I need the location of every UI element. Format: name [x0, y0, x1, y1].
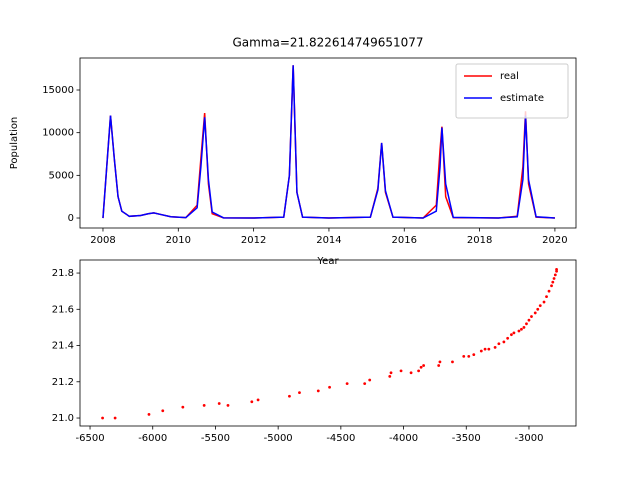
scatter-point	[399, 369, 403, 373]
scatter-point	[368, 378, 372, 382]
scatter-point	[345, 382, 349, 385]
scatter-point	[525, 322, 528, 326]
y-axis-label: Population	[9, 117, 20, 170]
x-tick-label: -3500	[452, 433, 481, 444]
y-tick-label: 21.6	[52, 304, 74, 315]
y-tick-label: 0	[68, 213, 74, 224]
y-tick-label: 21.2	[52, 377, 74, 388]
legend-label: estimate	[500, 93, 544, 104]
x-tick-label: -4500	[326, 433, 355, 444]
scatter-point	[483, 347, 487, 351]
x-tick-label: -3000	[514, 433, 543, 444]
subplot: 2008 2010 2012 2014 2016 2018 2020 0 5000 10000 15…	[9, 36, 577, 267]
scatter-point	[522, 326, 526, 329]
line-series	[102, 65, 555, 219]
x-tick-label: -5000	[264, 433, 293, 444]
scatter-point	[101, 416, 104, 420]
x-tick-label: 2014	[316, 235, 341, 246]
x-tick-label: 2010	[166, 235, 191, 246]
scatter-point	[479, 349, 483, 353]
scatter-point	[161, 409, 165, 413]
scatter-point	[472, 353, 476, 356]
y-tick-label: 5000	[49, 170, 74, 181]
scatter-point	[552, 277, 556, 280]
scatter-point	[422, 364, 426, 367]
scatter-point	[512, 331, 516, 335]
x-tick-label: -4000	[389, 433, 418, 444]
scatter-point	[250, 400, 254, 404]
scatter-point	[451, 360, 454, 364]
scatter-point	[181, 405, 185, 409]
scatter-point	[113, 416, 117, 420]
chart-title: Gamma=21.822614749651077	[232, 36, 423, 50]
scatter-point	[417, 369, 421, 373]
x-tick-label: 2008	[90, 235, 115, 246]
y-tick-label: 21.0	[52, 413, 74, 424]
x-tick-label: -5500	[201, 433, 230, 444]
scatter-point	[517, 329, 521, 333]
scatter-point	[363, 382, 367, 385]
scatter-point	[147, 413, 151, 416]
subplot: -6500 -6000 -5500 -5000 -4500 -4000 -3500 -3000…	[52, 259, 577, 444]
scatter-point	[298, 391, 301, 395]
y-tick-label: 21.4	[52, 341, 74, 352]
scatter-point	[533, 311, 537, 315]
scatter-point	[328, 385, 331, 389]
scatter-point	[288, 394, 291, 398]
scatter-point	[527, 318, 531, 322]
x-axis-label: Year	[316, 256, 339, 267]
x-tick-label: 2018	[467, 235, 492, 246]
axes-frame	[79, 57, 577, 229]
legend: real estimate	[455, 63, 569, 119]
scatter-point	[438, 360, 442, 364]
scatter-point	[202, 403, 206, 407]
x-tick-label: 2012	[241, 235, 266, 246]
scatter-point	[217, 402, 221, 405]
x-tick-label: -6500	[76, 433, 105, 444]
scatter-point	[437, 364, 441, 367]
y-tick-label: 15000	[42, 85, 74, 96]
scatter-point	[530, 315, 533, 318]
scatter-point	[547, 289, 551, 293]
scatter-point	[389, 371, 393, 375]
scatter-point	[520, 327, 523, 331]
scatter-point	[506, 336, 510, 340]
scatter-point	[419, 365, 423, 369]
y-tick-label: 21.8	[52, 268, 74, 279]
scatter-point	[553, 273, 557, 277]
scatter-point	[510, 333, 513, 337]
scatter-point	[388, 374, 392, 378]
x-tick-label: 2016	[392, 235, 417, 246]
scatter-point	[550, 284, 553, 288]
scatter-point	[551, 280, 555, 284]
scatter-point	[256, 398, 260, 402]
scatter-point	[409, 371, 413, 375]
scatter-point	[462, 355, 466, 358]
axes-frame	[79, 259, 577, 427]
scatter-point	[555, 268, 558, 271]
scatter-point	[497, 342, 501, 346]
scatter-point	[467, 355, 471, 358]
x-tick-label: 2020	[542, 235, 567, 246]
scatter-point	[536, 307, 540, 311]
scatter-point	[316, 389, 320, 393]
y-tick-label: 10000	[42, 128, 74, 139]
legend-label: real	[500, 71, 519, 82]
x-tick-label: -6000	[138, 433, 167, 444]
scatter-point	[538, 304, 542, 308]
scatter-point	[545, 295, 548, 299]
scatter-point	[487, 347, 491, 351]
scatter-point	[493, 345, 497, 349]
scatter-point	[502, 340, 506, 344]
scatter-point	[542, 300, 546, 304]
legend-box	[455, 63, 569, 119]
scatter-point	[226, 403, 230, 407]
